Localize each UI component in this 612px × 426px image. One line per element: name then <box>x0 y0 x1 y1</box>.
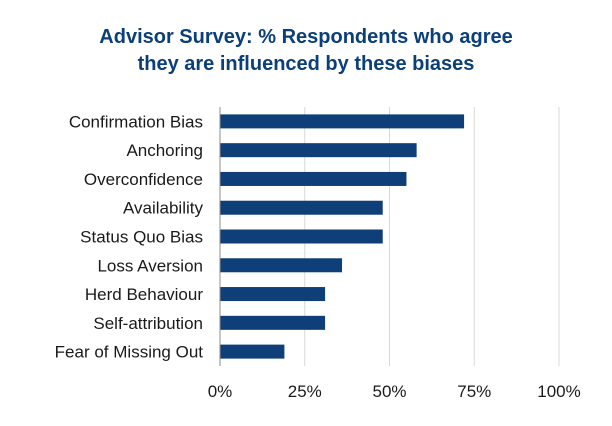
bar-self-attribution <box>220 315 326 330</box>
category-label: Herd Behaviour <box>85 285 203 304</box>
chart-title: Advisor Survey: % Respondents who agree … <box>0 24 612 78</box>
x-tick-label: 50% <box>372 382 406 401</box>
category-label: Availability <box>123 199 204 218</box>
bar-herd-behaviour <box>220 287 326 302</box>
x-tick-label: 75% <box>457 382 491 401</box>
bar-loss-aversion <box>220 258 343 273</box>
chart-title-line-2: they are influenced by these biases <box>137 53 475 75</box>
bar-fear-of-missing-out <box>220 344 285 359</box>
x-tick-label: 0% <box>208 382 233 401</box>
bar-status-quo-bias <box>220 229 383 244</box>
bar-anchoring <box>220 143 417 158</box>
bar-availability <box>220 200 383 215</box>
category-label: Loss Aversion <box>97 256 203 275</box>
category-label: Self-attribution <box>93 314 203 333</box>
category-labels: Confirmation Bias Anchoring Overconfidence… <box>55 112 204 361</box>
x-tick-label: 25% <box>288 382 322 401</box>
x-tick-label: 100% <box>537 382 580 401</box>
category-label: Overconfidence <box>84 170 203 189</box>
category-label: Status Quo Bias <box>80 228 203 247</box>
bar-overconfidence <box>220 171 407 186</box>
category-label: Anchoring <box>126 141 203 160</box>
x-tick-labels: 0% 25% 50% 75% 100% <box>208 382 581 401</box>
category-label: Confirmation Bias <box>69 112 203 131</box>
bar-confirmation-bias <box>220 114 465 129</box>
bars <box>220 114 465 359</box>
category-label: Fear of Missing Out <box>55 343 204 362</box>
chart-title-line-1: Advisor Survey: % Respondents who agree <box>99 26 513 48</box>
